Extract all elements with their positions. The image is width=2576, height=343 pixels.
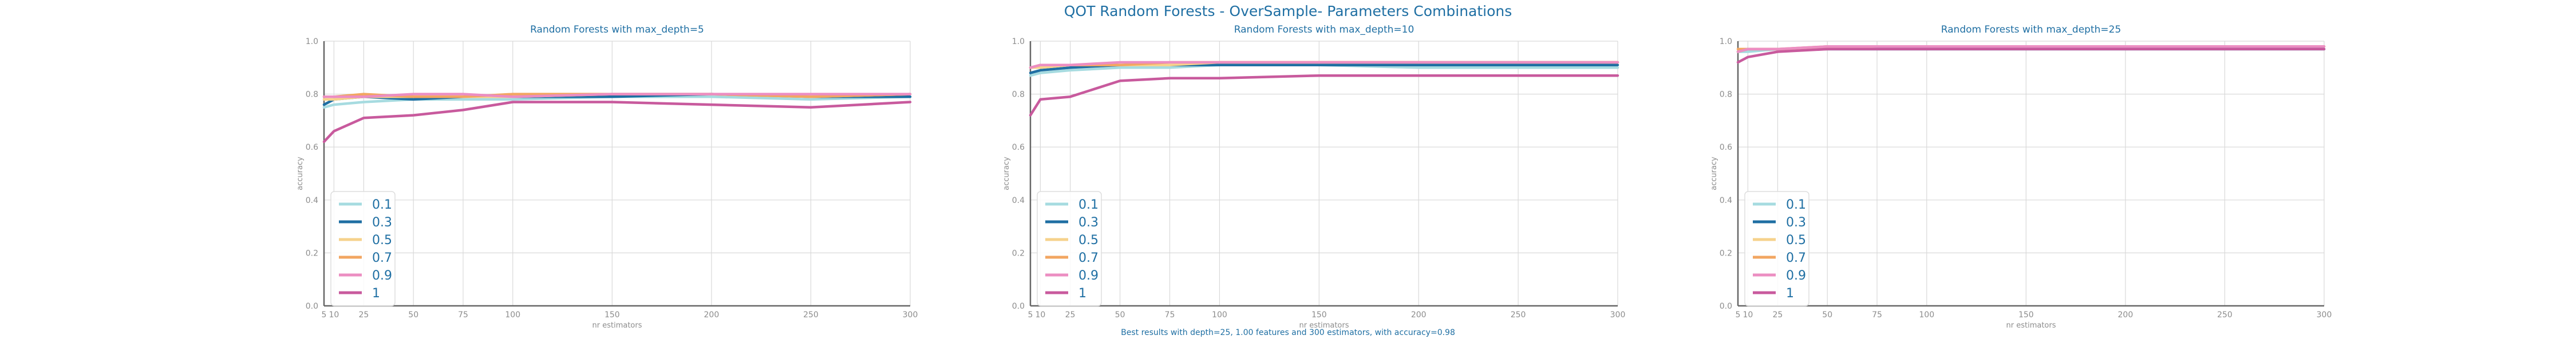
legend-label: 0.1 xyxy=(372,198,392,212)
y-axis-label: accuracy xyxy=(1710,157,1718,190)
y-tick-label: 0.2 xyxy=(1720,249,1732,258)
x-tick-label: 5 xyxy=(322,310,327,320)
chart-title: Random Forests with max_depth=25 xyxy=(1941,24,2121,35)
y-tick-label: 0.2 xyxy=(306,249,318,258)
legend: 0.1 0.3 0.5 0.7 0.9 1 xyxy=(330,191,396,306)
x-tick-label: 200 xyxy=(1411,310,1427,320)
y-tick-label: 0.0 xyxy=(1720,302,1732,311)
legend-label: 0.3 xyxy=(1786,216,1806,230)
legend: 0.1 0.3 0.5 0.7 0.9 1 xyxy=(1037,191,1102,306)
x-axis-label: nr estimators xyxy=(592,321,642,330)
x-tick-label: 300 xyxy=(903,310,918,320)
legend-label: 1 xyxy=(1786,286,1794,301)
legend-label: 0.7 xyxy=(1078,251,1099,265)
x-tick-label: 100 xyxy=(1212,310,1227,320)
chart-panel: 0.0 0.2 0.4 0.6 0.8 1.0 5 10 25 50 75 100 150 200 250 3… xyxy=(1002,24,1625,330)
series-line xyxy=(322,95,912,109)
x-tick-label: 5 xyxy=(1736,310,1741,320)
y-tick-label: 0.4 xyxy=(306,196,318,205)
legend-label: 0.5 xyxy=(1786,233,1806,248)
y-tick-label: 0.2 xyxy=(1012,249,1025,258)
series-line xyxy=(322,93,912,98)
x-tick-label: 25 xyxy=(1773,310,1783,320)
chart-panel: 0.0 0.2 0.4 0.6 0.8 1.0 5 10 25 50 75 100 150 200 250 3… xyxy=(1710,24,2332,330)
x-tick-label: 100 xyxy=(505,310,520,320)
chart-panels: 0.00.20.40.60.81.05 10 25 50 75 100 150 200 250 3… xyxy=(296,24,2332,330)
legend-label: 0.5 xyxy=(1078,233,1099,248)
legend-label: 0.1 xyxy=(1078,198,1099,212)
y-axis-label: accuracy xyxy=(1002,157,1011,190)
x-axis-label: nr estimators xyxy=(2006,321,2056,330)
legend-box xyxy=(1037,191,1102,306)
legend-box xyxy=(330,191,396,306)
x-tick-label: 5 xyxy=(1028,310,1033,320)
y-tick-label: 1.0 xyxy=(1012,37,1025,46)
y-tick-label: 0.4 xyxy=(1720,196,1732,205)
x-tick-label: 75 xyxy=(1872,310,1882,320)
x-tick-label: 250 xyxy=(1511,310,1526,320)
y-tick-label: 0.0 xyxy=(1012,302,1025,311)
series-line xyxy=(1029,63,1619,74)
x-tick-label: 25 xyxy=(1065,310,1076,320)
x-tick-label: 300 xyxy=(2317,310,2332,320)
y-axis-label: accuracy xyxy=(296,157,305,190)
chart-title: Random Forests with max_depth=10 xyxy=(1234,24,1415,35)
legend-label: 0.3 xyxy=(1078,216,1099,230)
y-tick-label: 0.8 xyxy=(1012,90,1025,99)
chart-panel: 0.0 0.2 0.4 0.6 0.8 1.0 5 10 25 50 75 100 150 200 250 3… xyxy=(296,24,918,330)
y-tick-label: 1.0 xyxy=(306,37,318,46)
x-tick-label: 250 xyxy=(2217,310,2233,320)
x-tick-label: 250 xyxy=(803,310,819,320)
y-tick-label: 1.0 xyxy=(1720,37,1732,46)
x-tick-label: 10 xyxy=(1743,310,1753,320)
x-axis-label: nr estimators xyxy=(1299,321,1349,330)
series-line xyxy=(1029,61,1619,69)
x-tick-label: 75 xyxy=(458,310,468,320)
y-tick-label: 0.4 xyxy=(1012,196,1025,205)
legend: 0.1 0.3 0.5 0.7 0.9 1 xyxy=(1744,191,1809,306)
legend-label: 0.1 xyxy=(1786,198,1806,212)
x-tick-label: 150 xyxy=(1311,310,1327,320)
legend-label: 0.7 xyxy=(1786,251,1806,265)
figure-footnote: Best results with depth=25, 1.00 feature… xyxy=(1121,328,1455,337)
x-tick-label: 300 xyxy=(1610,310,1626,320)
legend-label: 1 xyxy=(1078,286,1086,301)
y-tick-label: 0.6 xyxy=(1720,143,1732,152)
chart-title: Random Forests with max_depth=5 xyxy=(530,24,704,35)
x-tick-label: 150 xyxy=(605,310,620,320)
x-tick-label: 75 xyxy=(1165,310,1175,320)
legend-label: 0.9 xyxy=(1786,269,1806,283)
x-tick-label: 50 xyxy=(1822,310,1832,320)
figure-suptitle: QOT Random Forests - OverSample- Paramet… xyxy=(1064,3,1512,19)
legend-box xyxy=(1744,191,1809,306)
legend-label: 1 xyxy=(372,286,380,301)
x-tick-label: 50 xyxy=(408,310,418,320)
x-tick-label: 10 xyxy=(1035,310,1045,320)
x-tick-label: 200 xyxy=(2118,310,2134,320)
series-line xyxy=(1029,74,1619,117)
y-tick-label: 0.8 xyxy=(1720,90,1732,99)
legend-label: 0.5 xyxy=(372,233,392,248)
x-tick-label: 25 xyxy=(359,310,369,320)
y-tick-label: 0.6 xyxy=(1012,143,1025,152)
x-tick-label: 200 xyxy=(704,310,720,320)
series-line xyxy=(322,101,912,143)
legend-label: 0.9 xyxy=(372,269,392,283)
legend-label: 0.9 xyxy=(1078,269,1099,283)
x-tick-label: 10 xyxy=(329,310,339,320)
legend-label: 0.7 xyxy=(372,251,392,265)
x-tick-label: 100 xyxy=(1919,310,1934,320)
y-tick-label: 0.8 xyxy=(306,90,318,99)
series-line xyxy=(1736,47,2326,64)
x-tick-label: 150 xyxy=(2018,310,2034,320)
y-tick-label: 0.0 xyxy=(306,302,318,311)
y-tick-label: 0.6 xyxy=(306,143,318,152)
x-tick-label: 50 xyxy=(1115,310,1125,320)
series-line xyxy=(1029,63,1619,77)
series-line xyxy=(1736,45,2326,53)
legend-label: 0.3 xyxy=(372,216,392,230)
